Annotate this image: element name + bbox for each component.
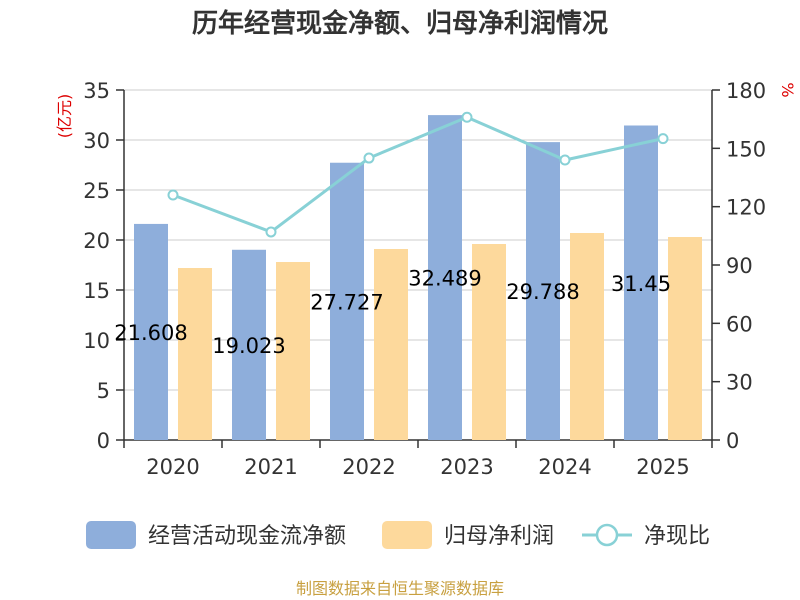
y-right-tick-label: 150 [726, 137, 766, 161]
bar-label-operating-cashflow: 29.788 [506, 280, 579, 304]
y-right-tick-label: 120 [726, 196, 766, 220]
y-left-axis-label: (亿元) [55, 94, 74, 139]
y-right-tick-label: 60 [726, 312, 753, 336]
y-left-tick-label: 5 [97, 379, 110, 403]
line-cash-ratio [172, 115, 664, 234]
point-cash-ratio [461, 111, 473, 123]
legend-swatch-cash-ratio-marker [595, 523, 619, 547]
y-left-tick-label: 10 [83, 329, 110, 353]
bar-net-profit [570, 233, 604, 440]
y-right-tick-label: 90 [726, 254, 753, 278]
chart-title: 历年经营现金净额、归母净利润情况 [192, 8, 608, 39]
bar-net-profit [178, 268, 212, 440]
bar-operating-cashflow [624, 125, 658, 440]
point-cash-ratio [363, 152, 375, 164]
grid-lines [124, 89, 712, 391]
series-net-profit [178, 233, 702, 440]
x-tick-label: 2020 [146, 455, 199, 479]
point-cash-ratio [657, 133, 669, 145]
y-left-tick-label: 0 [97, 429, 110, 453]
axes [116, 89, 720, 448]
x-tick-label: 2024 [538, 455, 591, 479]
bar-label-operating-cashflow: 27.727 [310, 290, 383, 314]
y-right-tick-label: 180 [726, 79, 766, 103]
y-left-tick-label: 30 [83, 129, 110, 153]
y-right-tick-label: 30 [726, 371, 753, 395]
legend: 经营活动现金流净额 归母净利润 净现比 [86, 521, 710, 549]
bar-net-profit [472, 244, 506, 440]
bar-net-profit [668, 237, 702, 440]
bar-operating-cashflow [134, 223, 168, 440]
bar-operating-cashflow [526, 142, 560, 440]
bar-label-operating-cashflow: 32.489 [408, 267, 481, 291]
point-cash-ratio [559, 154, 571, 166]
legend-swatch-net-profit [382, 521, 432, 549]
bar-label-operating-cashflow: 31.45 [611, 272, 671, 296]
bar-label-operating-cashflow: 19.023 [212, 334, 285, 358]
x-tick-label: 2023 [440, 455, 493, 479]
x-tick-label: 2022 [342, 455, 395, 479]
legend-label-cash-ratio: 净现比 [644, 524, 710, 549]
y-left-tick-label: 15 [83, 279, 110, 303]
x-tick-label: 2025 [636, 455, 689, 479]
x-tick-label: 2021 [244, 455, 297, 479]
legend-swatch-operating-cashflow [86, 521, 136, 549]
y-right-tick-labels: 0 30 60 90 120 150 180 [726, 79, 766, 453]
series-cash-ratio [167, 111, 669, 238]
y-left-tick-label: 20 [83, 229, 110, 253]
point-cash-ratio [265, 226, 277, 238]
bar-operating-cashflow [330, 162, 364, 441]
y-right-axis-label: % [778, 82, 797, 97]
y-left-tick-label: 35 [83, 79, 110, 103]
bar-label-operating-cashflow: 21.608 [114, 321, 187, 345]
bar-net-profit [276, 262, 310, 440]
bar-data-labels: 21.608 19.023 27.727 32.489 29.788 31.45 [114, 267, 671, 358]
legend-label-operating-cashflow: 经营活动现金流净额 [148, 524, 346, 549]
bar-net-profit [374, 249, 408, 440]
legend-label-net-profit: 归母净利润 [444, 524, 554, 549]
series-operating-cashflow [134, 115, 658, 441]
point-cash-ratio [167, 189, 179, 201]
source-note: 制图数据来自恒生聚源数据库 [296, 579, 504, 598]
x-tick-labels: 2020 2021 2022 2023 2024 2025 [146, 455, 689, 479]
bar-operating-cashflow [232, 249, 266, 440]
y-right-tick-label: 0 [726, 429, 739, 453]
y-left-tick-labels: 0 5 10 15 20 25 30 35 [83, 79, 110, 453]
bar-operating-cashflow [428, 115, 462, 441]
y-left-tick-label: 25 [83, 179, 110, 203]
